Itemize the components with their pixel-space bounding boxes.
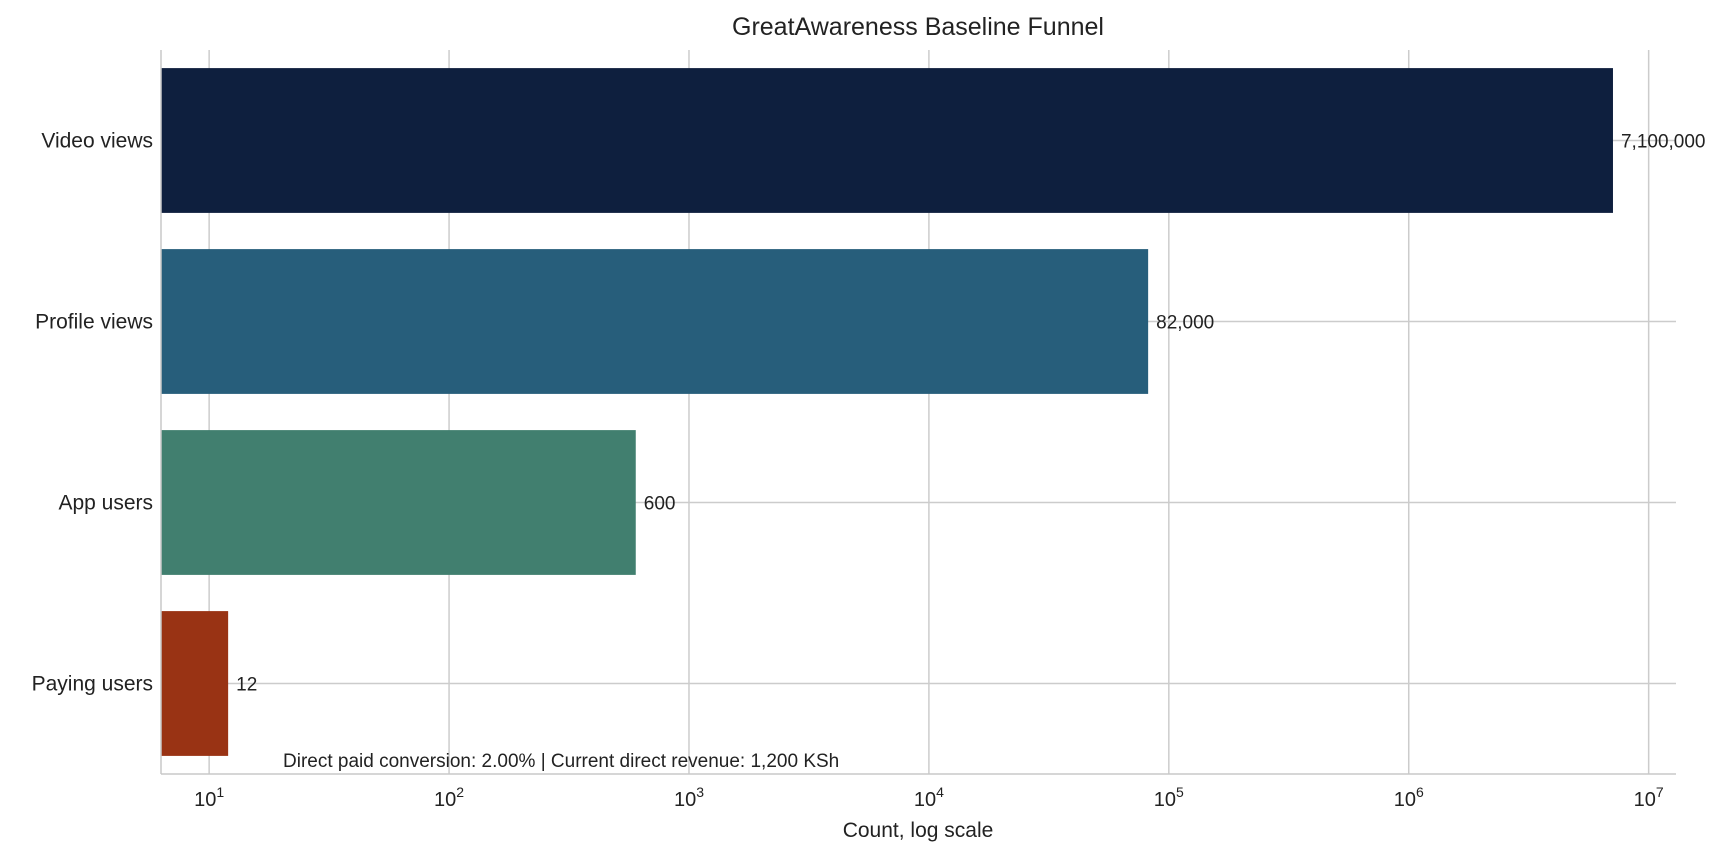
category-label: Paying users bbox=[32, 673, 153, 696]
category-label: Video views bbox=[41, 130, 153, 153]
bar-paying-users bbox=[161, 611, 229, 756]
value-label: 82,000 bbox=[1156, 313, 1214, 334]
value-label: 7,100,000 bbox=[1621, 132, 1706, 153]
x-tick-label: 105 bbox=[1154, 784, 1184, 811]
x-tick-label: 103 bbox=[674, 784, 704, 811]
bar-video-views bbox=[161, 68, 1613, 213]
x-tick-labels: 101 102 103 104 105 106 107 bbox=[194, 784, 1664, 811]
x-tick-label: 107 bbox=[1634, 784, 1664, 811]
bar-app-users bbox=[161, 430, 636, 575]
x-tick-label: 104 bbox=[914, 784, 944, 811]
category-label: App users bbox=[58, 492, 153, 515]
value-label: 600 bbox=[644, 494, 676, 515]
spines-layer bbox=[160, 50, 1676, 775]
x-axis-label: Count, log scale bbox=[843, 819, 994, 842]
category-label: Profile views bbox=[35, 311, 153, 334]
x-tick-label: 101 bbox=[194, 784, 224, 811]
chart-annotation: Direct paid conversion: 2.00% | Current … bbox=[283, 751, 839, 772]
chart-title: GreatAwareness Baseline Funnel bbox=[732, 13, 1104, 41]
x-tick-label: 102 bbox=[434, 784, 464, 811]
value-labels: 7,100,000 82,000 600 12 bbox=[236, 132, 1705, 696]
bars-layer bbox=[161, 68, 1613, 756]
x-tick-label: 106 bbox=[1394, 784, 1424, 811]
bar-profile-views bbox=[161, 249, 1149, 394]
category-labels: Video views Profile views App users Paying … bbox=[32, 130, 153, 696]
value-label: 12 bbox=[236, 675, 257, 696]
